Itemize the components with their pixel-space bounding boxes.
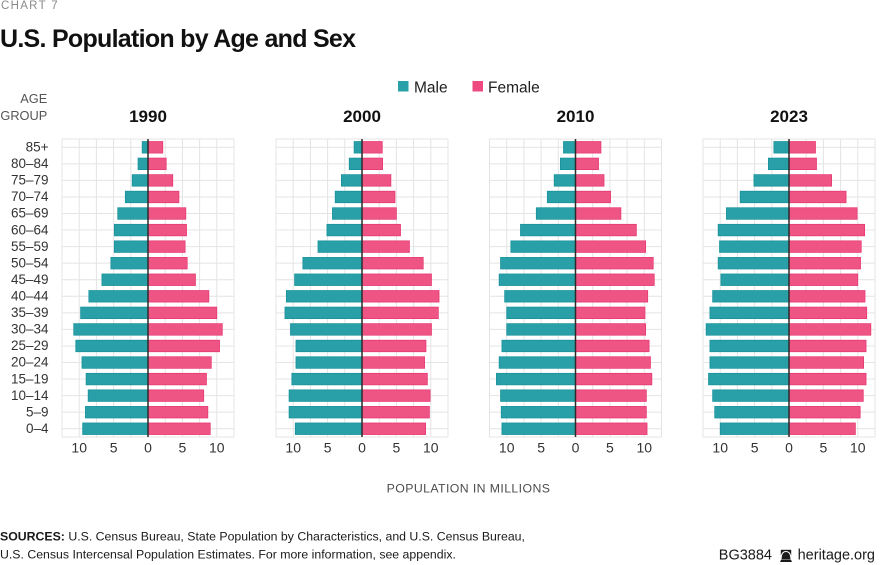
svg-text:10–14: 10–14 [11, 388, 49, 403]
svg-text:5: 5 [324, 440, 332, 456]
svg-text:0: 0 [785, 440, 793, 456]
svg-text:1990: 1990 [129, 107, 167, 126]
svg-text:85+: 85+ [26, 140, 49, 155]
svg-text:60–64: 60–64 [11, 222, 49, 237]
svg-text:55–59: 55–59 [11, 239, 49, 254]
svg-text:0–4: 0–4 [26, 421, 49, 436]
svg-text:10: 10 [712, 440, 728, 456]
svg-text:5: 5 [751, 440, 759, 456]
svg-text:15–19: 15–19 [11, 371, 49, 386]
svg-text:5: 5 [606, 440, 614, 456]
svg-text:75–79: 75–79 [11, 173, 49, 188]
svg-text:5: 5 [537, 440, 545, 456]
svg-text:10: 10 [637, 440, 653, 456]
svg-text:70–74: 70–74 [11, 189, 49, 204]
svg-text:2010: 2010 [557, 107, 595, 126]
svg-text:U.S. Population by Age and Sex: U.S. Population by Age and Sex [0, 25, 356, 53]
svg-text:5: 5 [110, 440, 118, 456]
svg-text:30–34: 30–34 [11, 322, 49, 337]
svg-text:10: 10 [850, 440, 866, 456]
svg-text:5: 5 [393, 440, 401, 456]
svg-text:0: 0 [144, 440, 152, 456]
svg-text:2023: 2023 [770, 107, 808, 126]
svg-text:35–39: 35–39 [11, 305, 49, 320]
svg-text:10: 10 [209, 440, 225, 456]
svg-text:U.S. Census Intercensal Popula: U.S. Census Intercensal Population Estim… [0, 548, 456, 562]
svg-text:10: 10 [285, 440, 301, 456]
svg-text:2000: 2000 [343, 107, 381, 126]
svg-text:heritage.org: heritage.org [798, 548, 875, 564]
svg-text:5: 5 [179, 440, 187, 456]
svg-text:AGE: AGE [20, 91, 47, 106]
svg-text:10: 10 [499, 440, 515, 456]
svg-text:5–9: 5–9 [26, 404, 49, 419]
svg-text:0: 0 [572, 440, 580, 456]
svg-text:5: 5 [820, 440, 828, 456]
svg-text:80–84: 80–84 [11, 156, 49, 171]
svg-text:GROUP: GROUP [0, 108, 47, 123]
svg-text:BG3884: BG3884 [719, 548, 772, 564]
svg-text:50–54: 50–54 [11, 255, 49, 270]
svg-text:Male: Male [414, 80, 448, 97]
svg-text:10: 10 [423, 440, 439, 456]
svg-text:SOURCES: U.S. Census Bureau, S: SOURCES: U.S. Census Bureau, State Popul… [0, 530, 525, 544]
svg-text:0: 0 [358, 440, 366, 456]
svg-text:CHART 7: CHART 7 [1, 0, 59, 12]
svg-text:20–24: 20–24 [11, 355, 49, 370]
svg-text:Female: Female [488, 80, 540, 97]
svg-text:POPULATION IN MILLIONS: POPULATION IN MILLIONS [387, 482, 551, 496]
svg-text:45–49: 45–49 [11, 272, 49, 287]
svg-text:10: 10 [71, 440, 87, 456]
svg-text:40–44: 40–44 [11, 289, 49, 304]
svg-text:25–29: 25–29 [11, 338, 49, 353]
svg-text:65–69: 65–69 [11, 206, 49, 221]
